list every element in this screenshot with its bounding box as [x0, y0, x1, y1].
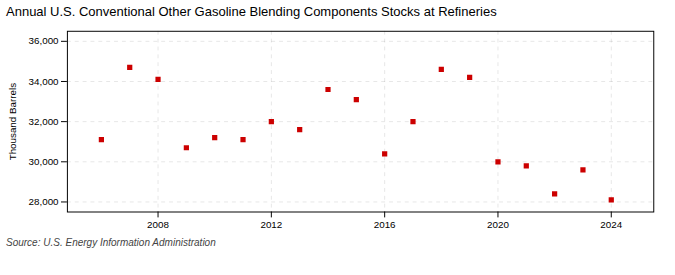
svg-text:Thousand Barrels: Thousand Barrels: [7, 83, 18, 161]
svg-text:2016: 2016: [374, 219, 396, 230]
svg-text:2012: 2012: [260, 219, 282, 230]
html-text:Annual U.S. Conventional Other: Annual U.S. Conventional Other Gasoline …: [6, 4, 497, 19]
svg-text:2020: 2020: [487, 219, 509, 230]
svg-text:36,000: 36,000: [29, 35, 60, 46]
html-text:Source: U.S. Energy Informatio: Source: U.S. Energy Information Administ…: [6, 237, 216, 248]
svg-text:32,000: 32,000: [29, 116, 60, 127]
svg-text:28,000: 28,000: [29, 196, 60, 207]
svg-text:30,000: 30,000: [29, 156, 60, 167]
svg-text:2024: 2024: [600, 219, 622, 230]
svg-text:2008: 2008: [147, 219, 169, 230]
svg-text:34,000: 34,000: [29, 76, 60, 87]
